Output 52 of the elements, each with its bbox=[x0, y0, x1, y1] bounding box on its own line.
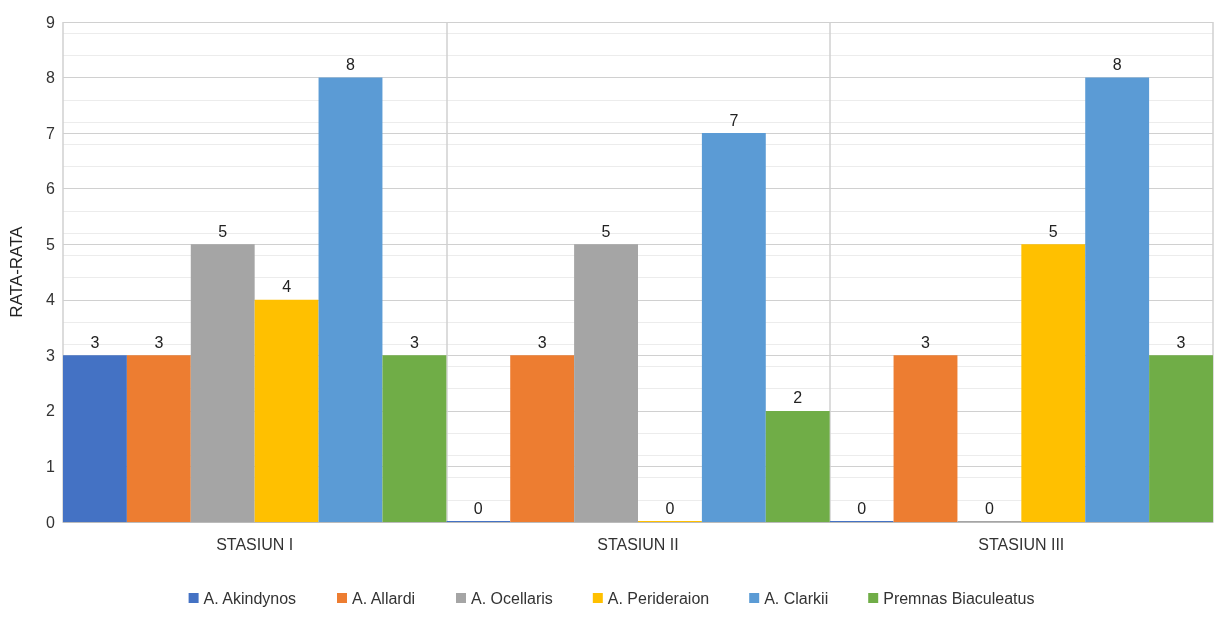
x-tick-label: STASIUN II bbox=[597, 535, 679, 553]
legend-label: Premnas Biaculeatus bbox=[883, 589, 1035, 607]
y-tick-label: 8 bbox=[46, 69, 56, 87]
data-label: 0 bbox=[857, 499, 867, 517]
bar bbox=[126, 355, 191, 522]
data-label: 3 bbox=[1176, 333, 1186, 351]
legend-label: A. Ocellaris bbox=[471, 589, 553, 607]
bar bbox=[63, 355, 127, 522]
y-tick-label: 0 bbox=[46, 513, 56, 531]
y-tick-label: 2 bbox=[46, 402, 56, 420]
y-tick-label: 6 bbox=[46, 180, 56, 198]
bar bbox=[190, 244, 255, 522]
legend-label: A. Allardi bbox=[351, 589, 416, 607]
bar bbox=[1149, 355, 1213, 522]
data-label: 2 bbox=[793, 389, 803, 407]
data-label: 3 bbox=[537, 333, 547, 351]
bar bbox=[318, 77, 383, 522]
bar bbox=[893, 355, 958, 522]
data-label: 0 bbox=[473, 499, 483, 517]
data-label: 7 bbox=[729, 111, 739, 129]
y-tick-label: 7 bbox=[46, 124, 56, 142]
data-label: 3 bbox=[921, 333, 931, 351]
y-tick-label: 1 bbox=[46, 457, 56, 475]
data-label: 3 bbox=[409, 333, 419, 351]
legend-label: A. Perideraion bbox=[607, 589, 710, 607]
legend-label: A. Akindynos bbox=[203, 589, 297, 607]
data-label: 3 bbox=[154, 333, 164, 351]
bar bbox=[254, 299, 319, 522]
data-label: 5 bbox=[1048, 222, 1058, 240]
x-tick-label: STASIUN I bbox=[216, 535, 294, 553]
data-label: 4 bbox=[282, 278, 292, 296]
data-label: 8 bbox=[1112, 56, 1122, 74]
data-label: 0 bbox=[984, 499, 994, 517]
data-label: 8 bbox=[346, 56, 356, 74]
y-tick-label: 4 bbox=[46, 291, 56, 309]
legend-label: A. Clarkii bbox=[764, 589, 829, 607]
data-label: 3 bbox=[90, 333, 100, 351]
data-label: 0 bbox=[665, 499, 675, 517]
y-tick-label: 3 bbox=[46, 346, 56, 364]
y-tick-label: 5 bbox=[46, 235, 56, 253]
bar bbox=[765, 410, 830, 522]
x-tick-label: STASIUN III bbox=[978, 535, 1065, 553]
data-label: 5 bbox=[601, 222, 611, 240]
y-tick-label: 9 bbox=[46, 13, 56, 31]
bar bbox=[701, 133, 766, 522]
bar bbox=[574, 244, 638, 522]
bar bbox=[510, 355, 575, 522]
bar bbox=[1085, 77, 1150, 522]
bar bbox=[382, 355, 447, 522]
y-axis-title: RATA-RATA bbox=[7, 225, 26, 318]
data-label: 5 bbox=[218, 222, 228, 240]
bar bbox=[1021, 244, 1086, 522]
